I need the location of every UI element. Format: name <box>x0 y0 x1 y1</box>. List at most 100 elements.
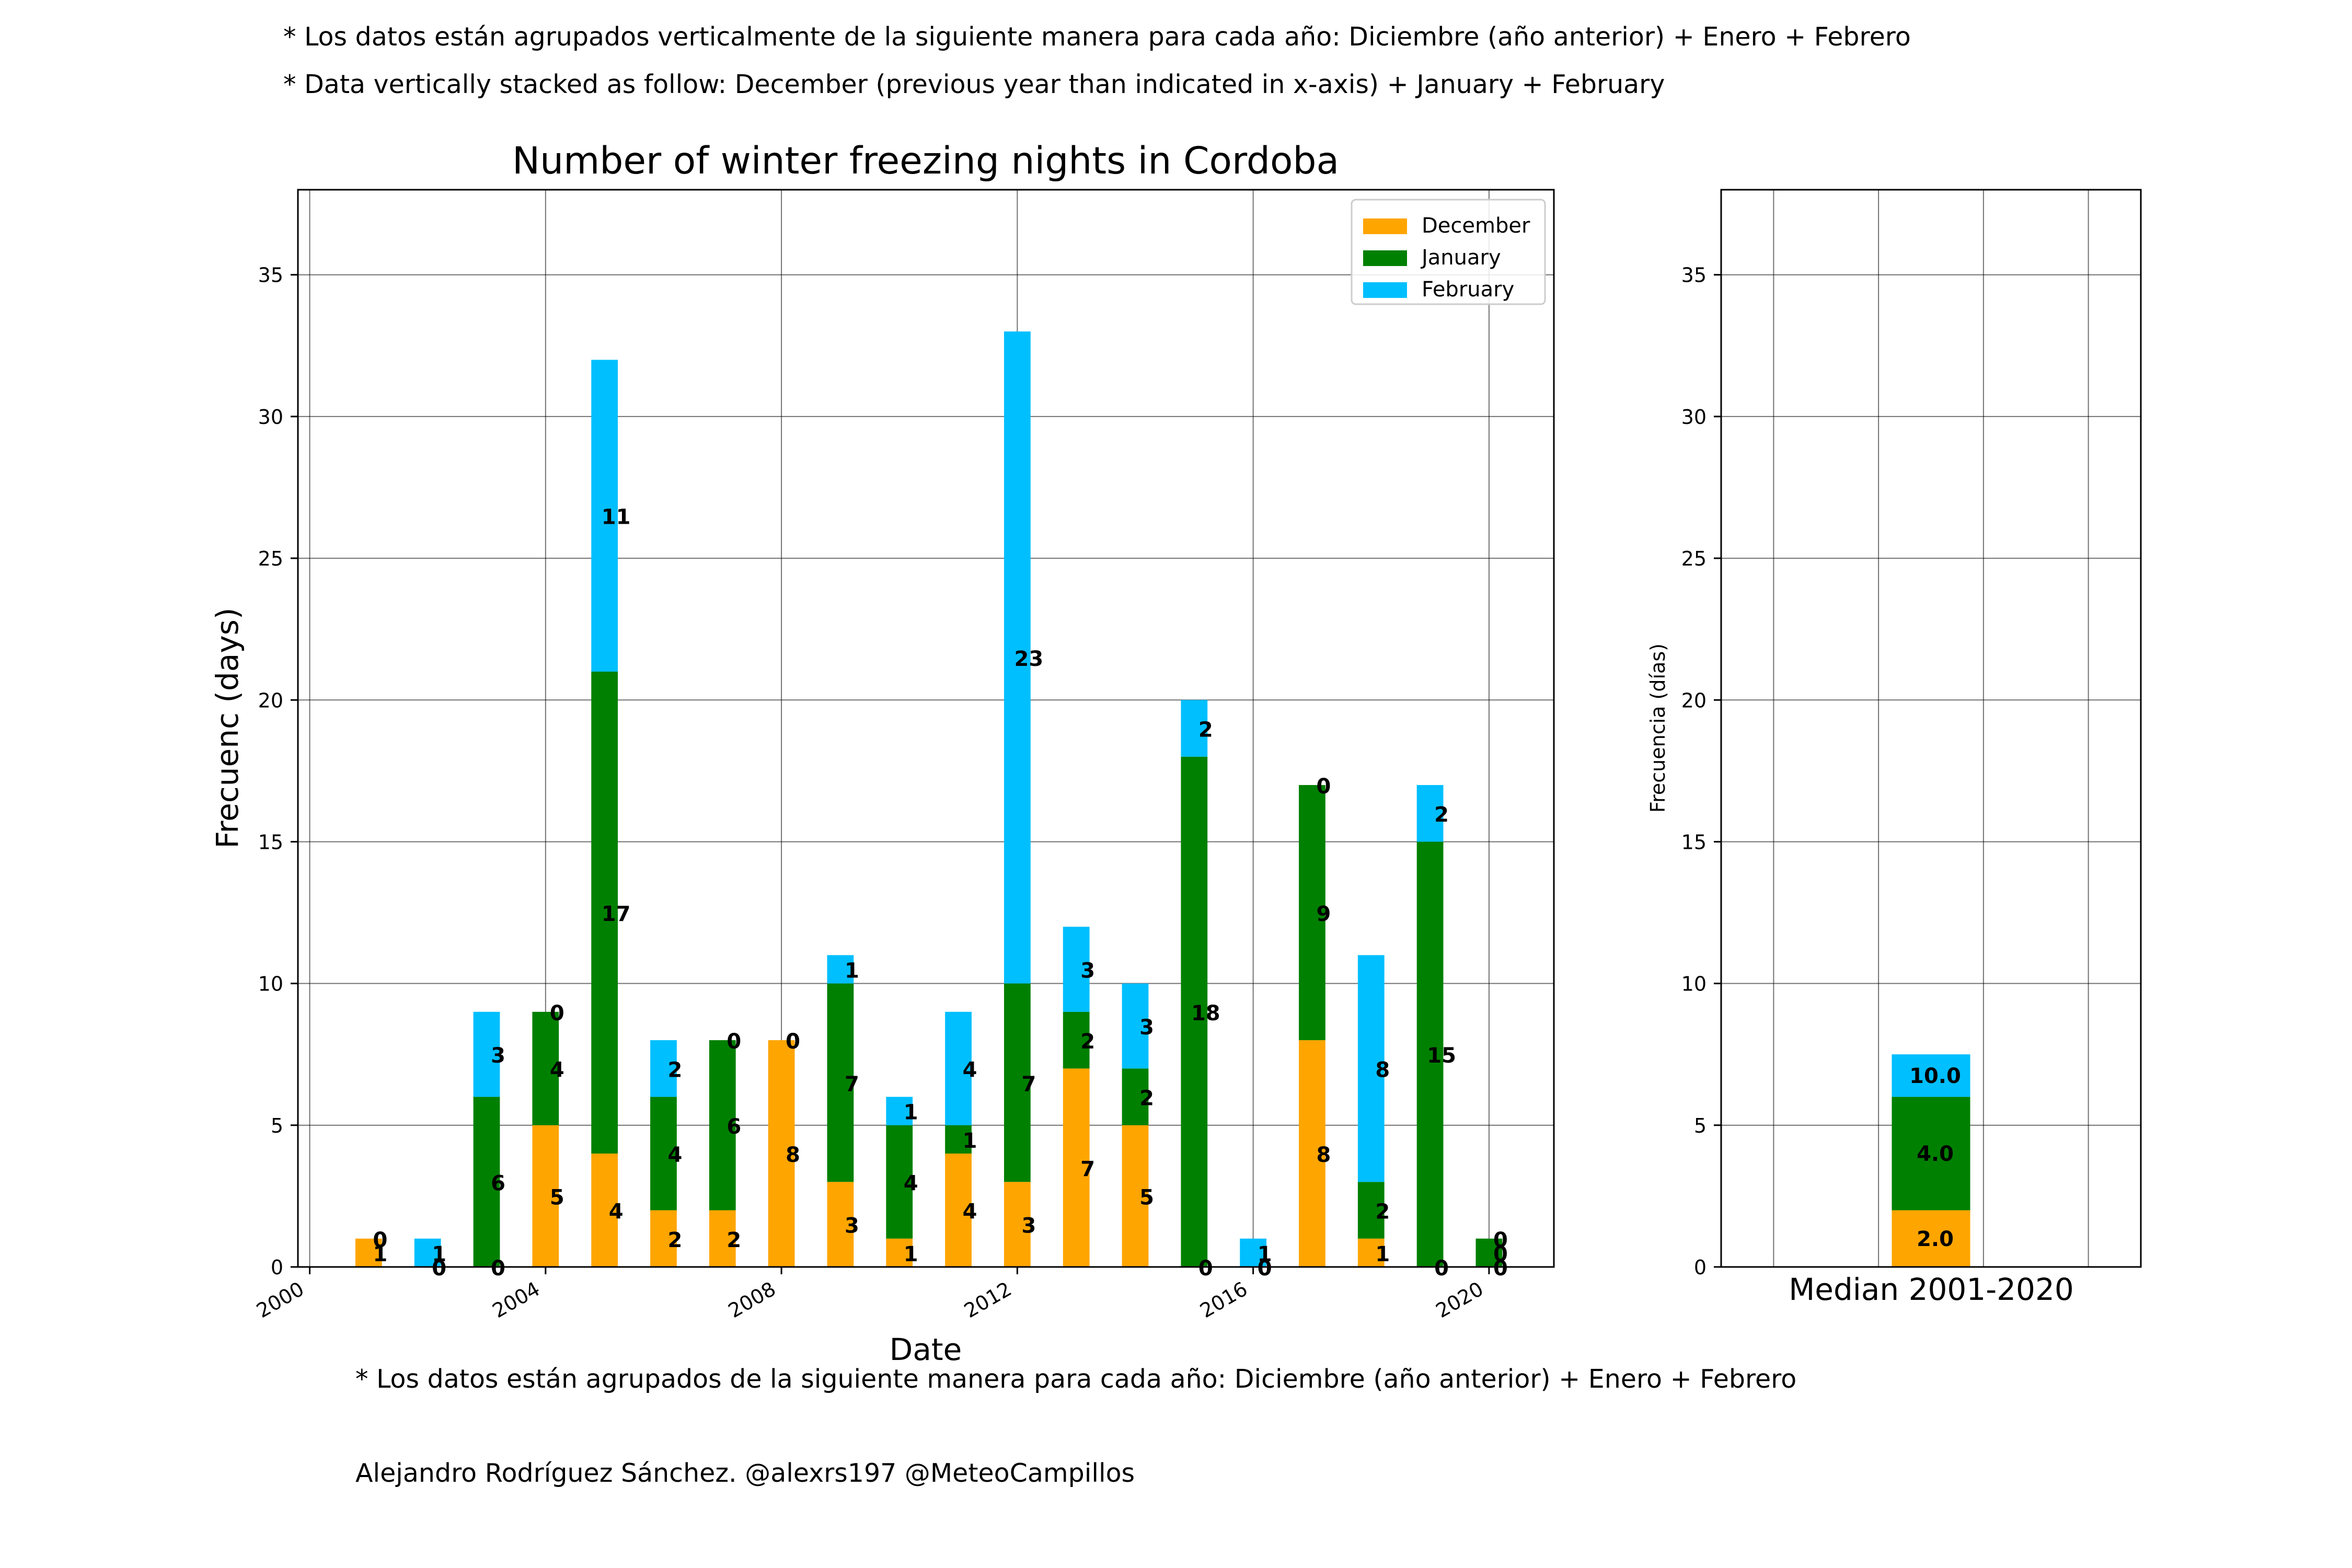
data-label-january-2016: 0 <box>1258 1256 1272 1281</box>
data-label-december-2002: 0 <box>432 1256 446 1281</box>
legend-label-february: February <box>1422 278 1514 302</box>
bar-january-2017 <box>1299 785 1325 1041</box>
data-label-december-2015: 0 <box>1198 1256 1213 1281</box>
data-label-february-2003: 3 <box>491 1044 505 1068</box>
main-chart-bars <box>355 331 1503 1267</box>
bar-january-2005 <box>591 672 618 1154</box>
data-label-december-2004: 5 <box>550 1185 564 1209</box>
data-label-january-2005: 17 <box>602 902 631 926</box>
side-chart-bars <box>1892 1054 1970 1267</box>
data-label-january-2006: 4 <box>668 1143 683 1167</box>
bar-january-2011 <box>945 1125 972 1154</box>
data-label-december-2008: 8 <box>786 1143 800 1167</box>
side-chart-ticks: 0 5 10 15 20 25 30 35 <box>1681 264 1721 1279</box>
main-chart-x-tick-label: 2020 <box>1432 1277 1488 1322</box>
main-chart-y-tick-label: 10 <box>258 973 283 996</box>
side-chart-y-tick-label: 10 <box>1681 973 1707 996</box>
bar-december-2008 <box>768 1040 795 1267</box>
side-chart-y-axis-label: Frecuencia (días) <box>1646 643 1669 813</box>
data-label-january-2014: 2 <box>1139 1087 1154 1111</box>
data-label-january-2010: 4 <box>904 1171 918 1195</box>
data-label-december-2018: 1 <box>1375 1242 1390 1266</box>
bar-february-2002 <box>414 1238 441 1267</box>
bar-february-2015 <box>1181 700 1208 757</box>
data-label-january-2011: 1 <box>963 1129 977 1153</box>
bar-february-2010 <box>886 1097 913 1125</box>
data-label-february-2016: 1 <box>1258 1242 1272 1266</box>
data-label-january-2012: 7 <box>1021 1072 1036 1096</box>
data-label-february-2015: 2 <box>1198 718 1213 742</box>
data-label-december-2006: 2 <box>668 1228 683 1252</box>
main-chart-y-tick-label: 30 <box>258 406 283 429</box>
bar-december-2007 <box>709 1210 736 1267</box>
data-label-january-2003: 6 <box>491 1171 505 1195</box>
bar-january-2004 <box>532 1011 559 1125</box>
data-label-january-2019: 15 <box>1427 1044 1456 1068</box>
data-label-february-2014: 3 <box>1139 1016 1154 1040</box>
data-label-december-2011: 4 <box>963 1200 977 1224</box>
side-chart-y-tick-label: 5 <box>1694 1114 1707 1137</box>
data-label-december-2019: 0 <box>1434 1256 1449 1281</box>
data-label-december-2013: 7 <box>1080 1157 1095 1181</box>
median-data-label-2: 10.0 <box>1909 1064 1961 1088</box>
median-bar-segment-0 <box>1892 1210 1970 1267</box>
bar-february-2006 <box>650 1040 677 1097</box>
side-chart-data-labels: 2.0 4.0 10.0 <box>1909 1064 1961 1251</box>
data-label-february-2004: 0 <box>550 1001 564 1025</box>
legend-swatch-december <box>1363 218 1407 234</box>
data-label-february-2001: 0 <box>373 1228 387 1252</box>
main-chart-frame <box>297 189 1555 1268</box>
side-chart-y-tick-label: 15 <box>1681 831 1707 854</box>
author-credit: Alejandro Rodríguez Sánchez. @alexrs197 … <box>355 1458 1135 1488</box>
data-label-december-2014: 5 <box>1139 1185 1154 1209</box>
data-label-february-2017: 0 <box>1317 775 1331 799</box>
bar-december-2018 <box>1357 1238 1385 1267</box>
side-chart-y-tick-label: 25 <box>1681 547 1707 570</box>
data-label-february-2013: 3 <box>1080 959 1095 983</box>
note-top-spanish: * Los datos están agrupados verticalment… <box>283 22 1911 52</box>
bar-december-2001 <box>355 1238 382 1267</box>
main-chart-x-tick-label: 2004 <box>489 1277 544 1322</box>
main-chart-x-tick-label: 2012 <box>960 1277 1016 1322</box>
data-label-january-2015: 18 <box>1191 1001 1220 1025</box>
side-chart-frame <box>1720 189 2142 1268</box>
bar-february-2011 <box>945 1011 972 1125</box>
bar-january-2009 <box>827 983 854 1182</box>
legend-label-january: January <box>1420 246 1501 270</box>
data-label-february-2005: 11 <box>602 505 631 529</box>
bar-february-2005 <box>591 360 618 672</box>
bar-february-2018 <box>1357 955 1385 1182</box>
data-label-december-2017: 8 <box>1317 1143 1331 1167</box>
bar-january-2019 <box>1416 841 1444 1267</box>
bar-january-2003 <box>473 1097 500 1267</box>
bar-february-2019 <box>1416 785 1444 842</box>
bar-december-2017 <box>1299 1040 1325 1267</box>
data-label-february-2018: 8 <box>1375 1058 1390 1082</box>
main-chart-y-tick-label: 15 <box>258 831 283 854</box>
median-bar-segment-2 <box>1892 1054 1970 1097</box>
side-chart-y-tick-label: 20 <box>1681 689 1707 712</box>
side-chart-y-tick-label: 30 <box>1681 406 1707 429</box>
data-label-february-2019: 2 <box>1434 803 1449 827</box>
median-bar-segment-1 <box>1892 1097 1970 1210</box>
data-label-december-2005: 4 <box>609 1200 624 1224</box>
data-label-january-2020: 0 <box>1493 1242 1508 1266</box>
legend-swatch-january <box>1363 250 1407 266</box>
main-chart-x-axis-label: Date <box>890 1332 962 1367</box>
data-label-december-2016: 0 <box>1258 1256 1272 1281</box>
bar-january-2013 <box>1063 1011 1090 1069</box>
data-label-december-2007: 2 <box>727 1228 741 1252</box>
main-chart-y-tick-label: 0 <box>271 1256 283 1279</box>
legend-label-december: December <box>1422 214 1530 238</box>
bar-january-2012 <box>1004 983 1031 1182</box>
bar-february-2014 <box>1122 983 1149 1069</box>
data-label-february-2020: 0 <box>1493 1228 1508 1252</box>
data-label-january-2018: 2 <box>1375 1200 1390 1224</box>
note-top-english: * Data vertically stacked as follow: Dec… <box>283 70 1665 99</box>
bar-december-2011 <box>945 1154 972 1267</box>
bar-january-2020 <box>1475 1238 1503 1267</box>
bar-december-2004 <box>532 1125 559 1267</box>
main-chart-y-tick-label: 5 <box>271 1114 283 1137</box>
side-chart-y-tick-label: 35 <box>1681 264 1707 287</box>
